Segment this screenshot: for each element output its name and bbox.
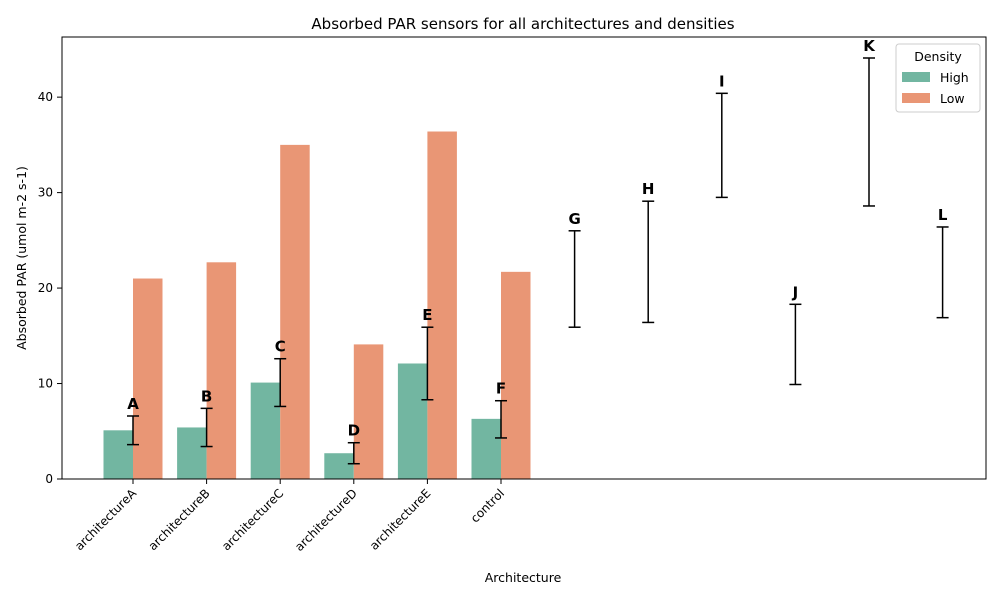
bar-low-architectureB: [206, 262, 237, 479]
legend-label-low: Low: [940, 91, 965, 106]
y-axis-label: Absorbed PAR (umol m-2 s-1): [14, 166, 29, 350]
significance-label-L: L: [938, 206, 948, 224]
significance-label-H: H: [642, 180, 655, 198]
bar-low-architectureC: [280, 144, 310, 479]
y-tick-label: 0: [45, 472, 53, 486]
bar-high-architectureE: [397, 363, 428, 479]
x-tick-label: architectureC: [219, 486, 286, 553]
significance-label-G: G: [568, 210, 580, 228]
x-axis-label: Architecture: [485, 570, 562, 585]
significance-label-K: K: [863, 37, 876, 55]
bar-high-control: [471, 418, 501, 479]
bars-layer: [103, 131, 531, 480]
significance-label-A: A: [127, 395, 139, 413]
chart-title: Absorbed PAR sensors for all architectur…: [311, 15, 734, 33]
bar-high-architectureB: [177, 427, 207, 479]
legend-swatch-high: [902, 72, 930, 82]
x-tick-label: architectureB: [146, 486, 213, 553]
y-tick-label: 20: [38, 281, 53, 295]
significance-label-F: F: [496, 380, 506, 398]
bar-low-control: [501, 271, 531, 479]
bar-low-architectureA: [133, 278, 163, 479]
legend-title: Density: [914, 49, 962, 64]
x-tick-label: architectureE: [367, 486, 434, 553]
bar-high-architectureA: [103, 430, 133, 479]
legend: Density High Low: [895, 43, 981, 113]
error-bars-layer: A B C D E F G H I J K L: [127, 37, 949, 465]
bar-high-architectureD: [324, 453, 354, 479]
significance-label-J: J: [792, 283, 799, 301]
bar-low-architectureD: [353, 344, 384, 479]
significance-label-B: B: [201, 387, 212, 405]
x-tick-label: control: [468, 486, 507, 525]
bar-high-architectureC: [250, 382, 281, 479]
significance-label-E: E: [422, 306, 432, 324]
x-tick-label: architectureA: [72, 486, 140, 554]
legend-swatch-low: [902, 93, 930, 103]
bar-low-architectureE: [427, 131, 457, 480]
significance-label-D: D: [348, 422, 360, 440]
plot-frame: [61, 36, 987, 480]
legend-label-high: High: [940, 70, 969, 85]
y-tick-label: 10: [38, 377, 53, 391]
y-tick-label: 30: [38, 186, 53, 200]
significance-label-I: I: [719, 72, 725, 90]
x-tick-label: architectureD: [292, 486, 360, 554]
significance-label-C: C: [275, 338, 286, 356]
y-tick-label: 40: [38, 90, 53, 104]
